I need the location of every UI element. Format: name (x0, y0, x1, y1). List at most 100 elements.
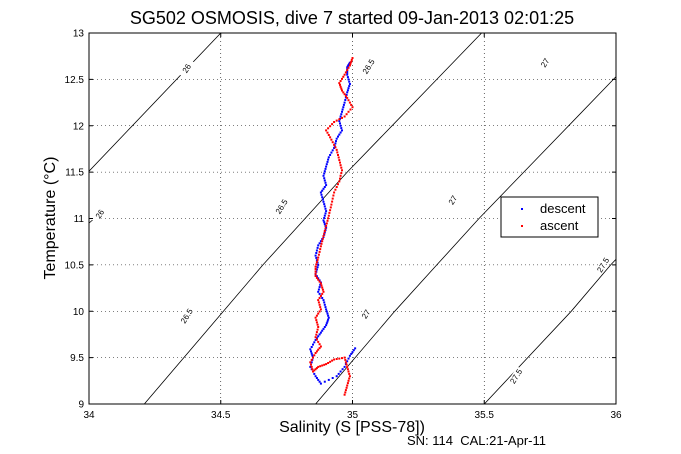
ascent-point (339, 80, 342, 82)
ascent-point (339, 164, 342, 167)
ascent-point (343, 115, 346, 118)
ascent-point (315, 319, 318, 322)
descent-point (342, 103, 345, 106)
data-points (309, 57, 357, 396)
descent-point (323, 221, 326, 224)
descent-point (325, 308, 328, 311)
descent-point (354, 347, 357, 350)
ascent-point (317, 326, 320, 328)
ascent-point (340, 87, 343, 90)
ascent-point (313, 354, 316, 357)
descent-point (348, 80, 351, 83)
ascent-point (315, 276, 318, 279)
y-tick-label: 10.5 (65, 260, 85, 271)
isopycnal-lines (89, 33, 616, 404)
descent-point (326, 160, 329, 163)
ascent-point (328, 211, 331, 214)
isopycnal-label-gap (273, 196, 290, 217)
ascent-point (322, 235, 325, 238)
ascent-point (333, 143, 336, 146)
ascent-point (319, 248, 322, 251)
descent-point (318, 279, 321, 282)
ascent-point (320, 284, 323, 287)
ascent-point (347, 110, 350, 113)
descent-point (322, 187, 325, 190)
ascent-point (346, 384, 349, 387)
descent-point (315, 275, 318, 278)
descent-point (333, 147, 336, 149)
descent-point (321, 329, 324, 332)
x-tick-label: 35.5 (475, 410, 495, 421)
descent-point (343, 365, 346, 368)
ascent-point (339, 161, 341, 164)
ascent-point (326, 131, 329, 134)
descent-point (314, 375, 317, 378)
descent-point (323, 179, 326, 182)
descent-point (314, 339, 317, 341)
descent-point (313, 341, 316, 344)
legend-box (500, 196, 599, 238)
ascent-point (325, 363, 328, 366)
legend-label-ascent: ascent (540, 218, 579, 233)
descent-point (347, 87, 350, 90)
descent-point (324, 207, 327, 210)
descent-point (327, 158, 330, 161)
descent-point (317, 335, 320, 338)
ascent-point (315, 350, 318, 353)
isopycnal-line (315, 76, 616, 404)
descent-point (346, 89, 349, 92)
ascent-point (348, 101, 351, 104)
descent-point (342, 106, 345, 109)
descent-point (348, 354, 351, 357)
ascent-point (323, 232, 326, 235)
ascent-point (310, 358, 313, 361)
isopycnal-line (143, 33, 482, 404)
y-tick-label: 12 (73, 121, 85, 132)
ascent-point (342, 75, 345, 78)
ascent-point (319, 245, 322, 248)
ascent-point (331, 197, 334, 200)
isopycnal-label-gap (178, 58, 195, 78)
isopycnal-label-gap (178, 306, 195, 326)
ascent-point (330, 138, 333, 141)
ascent-point (347, 370, 350, 373)
descent-point (327, 378, 330, 381)
descent-point (315, 268, 318, 271)
ascent-point (318, 303, 321, 306)
descent-point (310, 346, 313, 348)
y-tick-label: 11.5 (65, 168, 84, 179)
descent-point (323, 217, 326, 219)
descent-point (319, 283, 322, 286)
descent-point (323, 177, 326, 180)
y-tick-label: 10 (73, 307, 85, 318)
ascent-point (340, 166, 343, 169)
descent-point (341, 110, 343, 113)
ascent-point (340, 172, 343, 175)
ascent-point (319, 308, 322, 311)
ascent-point (315, 314, 318, 317)
ascent-point (350, 58, 353, 61)
isopycnal-label-gap (536, 52, 554, 73)
ascent-point (351, 106, 354, 109)
x-tick-label: 34 (83, 410, 95, 421)
descent-point (317, 244, 320, 247)
descent-point (341, 108, 344, 111)
ascent-point (338, 357, 341, 360)
descent-point (337, 135, 339, 138)
descent-point (339, 370, 342, 373)
legend-label-descent: descent (540, 201, 586, 216)
ascent-point (346, 69, 349, 72)
isopycnal-label-gap (357, 304, 374, 324)
ascent-point (309, 361, 312, 364)
descent-point (319, 240, 322, 243)
ascent-point (349, 108, 352, 111)
ascent-point (346, 382, 349, 385)
descent-point (310, 350, 312, 353)
ascent-point (318, 250, 321, 253)
ascent-point (344, 389, 347, 392)
descent-point (317, 263, 320, 266)
ascent-point (331, 200, 334, 203)
ascent-point (333, 358, 336, 361)
descent-point (318, 333, 321, 336)
ascent-point (311, 368, 314, 371)
